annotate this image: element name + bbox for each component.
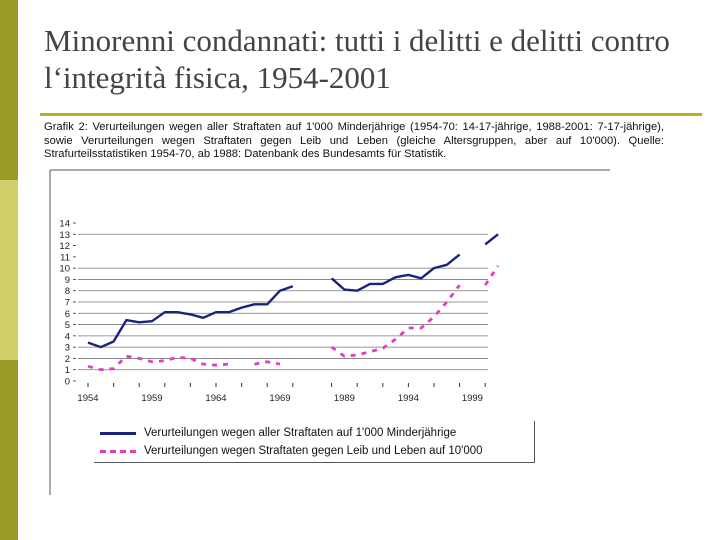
y-tick-label: 6 bbox=[65, 309, 70, 320]
y-tick-label: 11 bbox=[60, 252, 70, 263]
legend-entry-all-offences: Verurteilungen wegen aller Straftaten au… bbox=[100, 425, 456, 441]
sidebar-block-top bbox=[0, 0, 18, 180]
y-tick-label: 4 bbox=[65, 331, 70, 342]
y-tick-label: 3 bbox=[65, 343, 70, 354]
slide-title: Minorenni condannati: tutti i delitti e … bbox=[44, 23, 670, 95]
sidebar-block-middle bbox=[0, 180, 18, 360]
y-tick-label: 14 bbox=[59, 219, 70, 230]
title-divider bbox=[40, 113, 702, 116]
series-line-violent-offences bbox=[87, 354, 229, 372]
x-tick-label: 1994 bbox=[398, 393, 419, 404]
y-tick-label: 2 bbox=[65, 354, 70, 365]
chart-caption: Grafik 2: Verurteilungen wegen aller Str… bbox=[44, 121, 664, 160]
x-tick-label: 1999 bbox=[462, 393, 483, 404]
decorative-sidebar bbox=[0, 0, 18, 540]
gridlines bbox=[78, 233, 488, 371]
y-tick-label: 13 bbox=[59, 230, 70, 241]
legend-label: Verurteilungen wegen Straftaten gegen Le… bbox=[144, 445, 483, 457]
y-tick-label: 12 bbox=[59, 241, 70, 252]
sidebar-block-bottom bbox=[0, 360, 18, 540]
y-tick-label: 8 bbox=[65, 286, 70, 297]
chart-legend: Verurteilungen wegen aller Straftaten au… bbox=[94, 421, 535, 463]
x-tick-label: 1959 bbox=[141, 393, 162, 404]
series-line-violent-offences bbox=[484, 265, 500, 286]
y-tick-label: 5 bbox=[65, 320, 70, 331]
x-axis-ticks: 1954 1959 1964 1969 1989 1994 1999 bbox=[77, 383, 486, 404]
x-tick-label: 1969 bbox=[269, 393, 290, 404]
y-tick-label: 10 bbox=[59, 264, 70, 275]
x-tick-label: 1954 bbox=[77, 393, 98, 404]
series-line-violent-offences bbox=[330, 284, 461, 358]
x-tick-label: 1964 bbox=[205, 393, 226, 404]
y-tick-label: 9 bbox=[65, 275, 70, 286]
x-tick-label: 1989 bbox=[334, 393, 355, 404]
legend-swatch-dashed bbox=[100, 449, 136, 453]
legend-swatch-solid bbox=[100, 431, 136, 435]
legend-label: Verurteilungen wegen aller Straftaten au… bbox=[144, 427, 457, 439]
series-line-all-offences bbox=[87, 285, 294, 349]
y-tick-label: 7 bbox=[65, 298, 70, 309]
y-tick-label: 1 bbox=[65, 365, 70, 376]
series-line-all-offences bbox=[484, 233, 499, 246]
series-line-violent-offences bbox=[254, 360, 281, 366]
series-line-all-offences bbox=[330, 253, 461, 292]
series-lines bbox=[87, 233, 500, 372]
y-tick-label: 0 bbox=[65, 377, 70, 388]
legend-entry-violent-offences: Verurteilungen wegen Straftaten gegen Le… bbox=[100, 443, 483, 459]
chart-frame bbox=[49, 169, 610, 495]
